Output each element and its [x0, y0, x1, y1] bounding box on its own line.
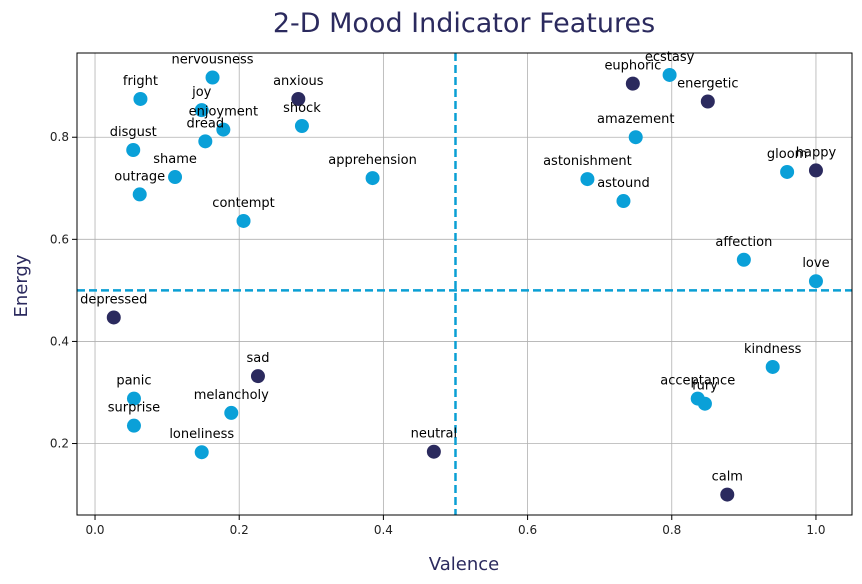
data-point — [126, 418, 141, 433]
data-point — [205, 70, 220, 85]
y-tick-label: 0.6 — [50, 232, 69, 246]
data-point — [216, 122, 231, 137]
threshold-lines — [77, 53, 852, 515]
data-point-label: shock — [283, 101, 321, 116]
data-point-label: energetic — [677, 76, 738, 91]
chart-title: 2-D Mood Indicator Features — [273, 8, 655, 39]
data-point-label: disgust — [110, 125, 157, 140]
data-point — [294, 119, 309, 134]
data-point-label: melancholy — [194, 388, 269, 403]
data-point-label: shame — [153, 152, 197, 167]
y-tick-label: 0.4 — [50, 334, 69, 348]
data-point — [250, 369, 265, 384]
points-layer — [106, 67, 823, 502]
data-point-label: contempt — [212, 196, 274, 211]
data-point-label: joy — [191, 85, 212, 100]
data-point-label: astound — [597, 176, 650, 191]
y-axis-label: Energy — [11, 254, 32, 317]
data-point — [224, 405, 239, 420]
x-axis-label: Valence — [429, 554, 499, 575]
ticks-layer: 0.0 0.2 0.4 0.6 0.8 1.0 0.2 0.4 0.6 0.8 — [50, 130, 826, 537]
plot-frame — [76, 52, 853, 516]
data-point — [736, 252, 751, 267]
data-point — [808, 163, 823, 178]
data-point-label: panic — [116, 374, 151, 389]
data-point — [106, 310, 121, 325]
data-point — [426, 444, 441, 459]
data-point — [697, 396, 712, 411]
data-point — [194, 103, 209, 118]
data-point — [365, 171, 380, 186]
data-point-label: affection — [715, 235, 772, 250]
data-point-label: sad — [246, 351, 269, 366]
data-point — [765, 359, 780, 374]
data-point-label: ecstasy — [645, 50, 695, 65]
data-point-label: apprehension — [328, 153, 417, 168]
data-point-label: fright — [123, 74, 158, 89]
data-point — [198, 134, 213, 149]
data-point — [132, 187, 147, 202]
data-point-label: outrage — [114, 169, 165, 184]
data-point — [700, 94, 715, 109]
data-point — [291, 91, 306, 106]
data-point-label: dread — [187, 116, 225, 131]
data-point-label: gloom — [767, 147, 807, 162]
data-point — [625, 76, 640, 91]
data-point-label: amazement — [597, 112, 674, 127]
data-point — [126, 391, 141, 406]
x-tick-label: 0.2 — [230, 523, 249, 537]
x-tick-label: 1.0 — [806, 523, 825, 537]
data-point — [808, 274, 823, 289]
data-point — [168, 170, 183, 185]
data-point — [628, 130, 643, 145]
data-point — [720, 487, 735, 502]
data-point — [780, 164, 795, 179]
x-tick-label: 0.8 — [662, 523, 681, 537]
data-point-label: love — [802, 256, 829, 271]
data-point — [236, 213, 251, 228]
data-point — [194, 445, 209, 460]
data-point-label: fury — [692, 379, 718, 394]
data-point — [616, 194, 631, 209]
data-point-label: anxious — [273, 74, 324, 89]
data-point-label: kindness — [744, 342, 802, 357]
data-point-label: acceptance — [660, 374, 735, 389]
data-point — [580, 172, 595, 187]
data-point — [126, 142, 141, 157]
data-point-label: euphoric — [604, 59, 661, 74]
y-tick-label: 0.2 — [50, 437, 69, 451]
data-point — [133, 91, 148, 106]
data-point-label: enjoyment — [189, 105, 259, 120]
x-tick-label: 0.4 — [374, 523, 393, 537]
x-tick-label: 0.0 — [85, 523, 104, 537]
data-point-label: loneliness — [169, 427, 234, 442]
x-tick-label: 0.6 — [518, 523, 537, 537]
data-point-label: depressed — [80, 292, 147, 307]
data-point-label: nervousness — [172, 53, 254, 68]
data-point-label: happy — [796, 145, 837, 160]
data-point-label: calm — [712, 470, 743, 485]
data-point-label: surprise — [108, 401, 160, 416]
data-point-label: astonishment — [543, 154, 632, 169]
point-labels-layer: nervousness fright anxious joy enjoyment shoc… — [80, 50, 836, 485]
y-tick-label: 0.8 — [50, 130, 69, 144]
data-point — [662, 67, 677, 82]
data-point-label: neutral — [411, 427, 458, 442]
